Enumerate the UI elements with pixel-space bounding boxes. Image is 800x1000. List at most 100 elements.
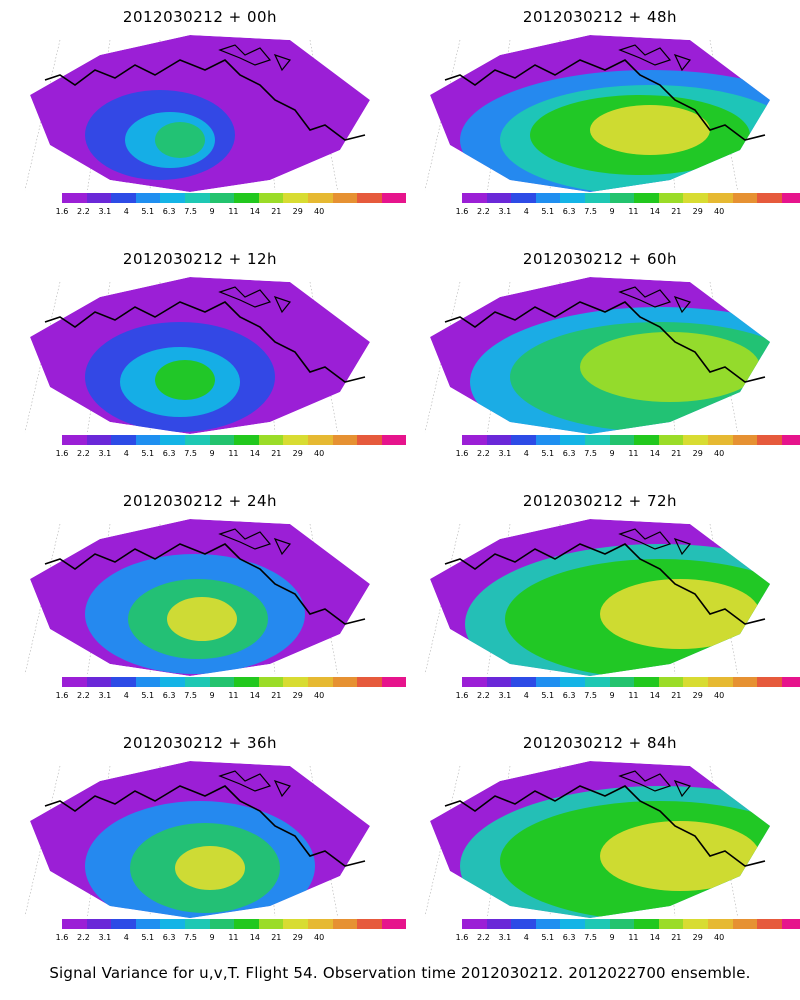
colorbar-cell: [62, 193, 87, 203]
colorbar-label: 40: [314, 933, 325, 942]
panel-title: 2012030212 + 12h: [122, 250, 278, 268]
colorbar-label: 4: [523, 207, 529, 216]
colorbar-label: 40: [714, 449, 725, 458]
colorbar-label: 1.6: [55, 207, 69, 216]
colorbar-label: 4: [123, 691, 129, 700]
colorbar-cell: [535, 919, 561, 929]
map-panel: 2012030212 + 24h 1.6 2.2 3.1 4 5.1 6.3 7.5 9 11 14…: [0, 484, 407, 726]
arctic-islands: [218, 770, 292, 798]
colorbar-label: 40: [714, 207, 725, 216]
polar-map: [24, 277, 370, 434]
colorbar-cell: [609, 677, 635, 687]
colorbar-label: 4: [123, 207, 129, 216]
arctic-islands: [618, 44, 692, 72]
panel-title: 2012030212 + 72h: [522, 492, 678, 510]
colorbar-label: 2.2: [77, 449, 90, 458]
colorbar-cell: [307, 193, 333, 203]
panel-title: 2012030212 + 00h: [122, 8, 278, 26]
colorbar-label: 7.5: [584, 691, 597, 700]
colorbar-label: 2.2: [477, 933, 490, 942]
colorbar-cell: [634, 435, 659, 445]
colorbar-label: 6.3: [562, 691, 576, 700]
colorbar-label: 5.1: [541, 207, 555, 216]
colorbar-labels: 1.6 2.2 3.1 4 5.1 6.3 7.5 9 11 14 21 29 40: [456, 449, 762, 461]
colorbar-label: 14: [649, 691, 660, 700]
colorbar-label: 3.1: [498, 691, 512, 700]
colorbar-label: 29: [692, 207, 703, 216]
colorbar-cell: [658, 677, 684, 687]
colorbar-label: 1.6: [455, 449, 469, 458]
colorbar-label: 2.2: [477, 449, 490, 458]
polar-map: [24, 761, 370, 918]
map-panel: 2012030212 + 12h 1.6 2.2 3.1 4 5.1 6.3 7.5 9 11 14…: [0, 242, 407, 484]
colorbar-label: 21: [271, 691, 282, 700]
colorbar-cell: [584, 193, 610, 203]
colorbar-cell: [732, 193, 758, 203]
colorbar-cell: [634, 919, 659, 929]
colorbar-cell: [332, 677, 358, 687]
colorbar-cell: [511, 193, 536, 203]
colorbar-cell: [135, 193, 161, 203]
colorbar-label: 3.1: [498, 207, 512, 216]
colorbar-cell: [209, 677, 235, 687]
colorbar-label: 29: [292, 933, 303, 942]
colorbar-label: 21: [271, 449, 282, 458]
coastline: [44, 301, 366, 383]
colorbar-cell: [757, 193, 782, 203]
colorbar-cell: [757, 435, 782, 445]
colorbar-label: 4: [523, 691, 529, 700]
colorbar-label: 14: [249, 449, 260, 458]
colorbar-cell: [486, 193, 512, 203]
colorbar-cell: [732, 677, 758, 687]
arctic-islands: [618, 286, 692, 314]
colorbar-cell: [609, 435, 635, 445]
arctic-islands: [218, 528, 292, 556]
colorbar-cell: [381, 193, 407, 203]
colorbar-label: 4: [523, 933, 529, 942]
colorbar-cell: [757, 919, 782, 929]
colorbar-cell: [462, 919, 487, 929]
colorbar-label: 6.3: [162, 449, 176, 458]
colorbar-label: 21: [671, 691, 682, 700]
colorbar-label: 9: [609, 207, 615, 216]
colorbar-label: 14: [649, 933, 660, 942]
colorbar-cell: [781, 193, 800, 203]
colorbar-label: 40: [714, 933, 725, 942]
colorbar-label: 40: [314, 691, 325, 700]
colorbar: [62, 435, 407, 445]
colorbar-label: 7.5: [184, 933, 197, 942]
variance-field: [30, 761, 370, 918]
colorbar-cell: [160, 193, 185, 203]
colorbar-cell: [511, 919, 536, 929]
colorbar-label: 11: [228, 691, 239, 700]
colorbar-cell: [560, 677, 585, 687]
colorbar-cell: [258, 677, 284, 687]
colorbar-cell: [584, 677, 610, 687]
colorbar-label: 7.5: [184, 691, 197, 700]
map-panel: 2012030212 + 72h 1.6 2.2 3.1 4 5.1 6.3 7.5 9 11 14…: [400, 484, 800, 726]
colorbar-cell: [258, 193, 284, 203]
colorbar-cell: [283, 435, 308, 445]
colorbar-label: 21: [671, 207, 682, 216]
colorbar-cell: [634, 677, 659, 687]
colorbar-cell: [332, 193, 358, 203]
colorbar-cell: [511, 435, 536, 445]
colorbar-cell: [732, 435, 758, 445]
colorbar-labels: 1.6 2.2 3.1 4 5.1 6.3 7.5 9 11 14 21 29 40: [56, 207, 362, 219]
colorbar-cell: [283, 919, 308, 929]
colorbar-cell: [332, 919, 358, 929]
colorbar-label: 40: [314, 207, 325, 216]
coastline: [44, 543, 366, 625]
colorbar-cell: [757, 677, 782, 687]
colorbar-cell: [707, 435, 733, 445]
colorbar-cell: [62, 435, 87, 445]
colorbar-label: 5.1: [141, 449, 155, 458]
colorbar-label: 5.1: [541, 691, 555, 700]
polar-map: [24, 519, 370, 676]
colorbar-cell: [234, 919, 259, 929]
colorbar-label: 21: [271, 933, 282, 942]
coastline: [444, 59, 766, 141]
colorbar-cell: [535, 677, 561, 687]
colorbar-cell: [707, 677, 733, 687]
polar-map: [424, 277, 770, 434]
